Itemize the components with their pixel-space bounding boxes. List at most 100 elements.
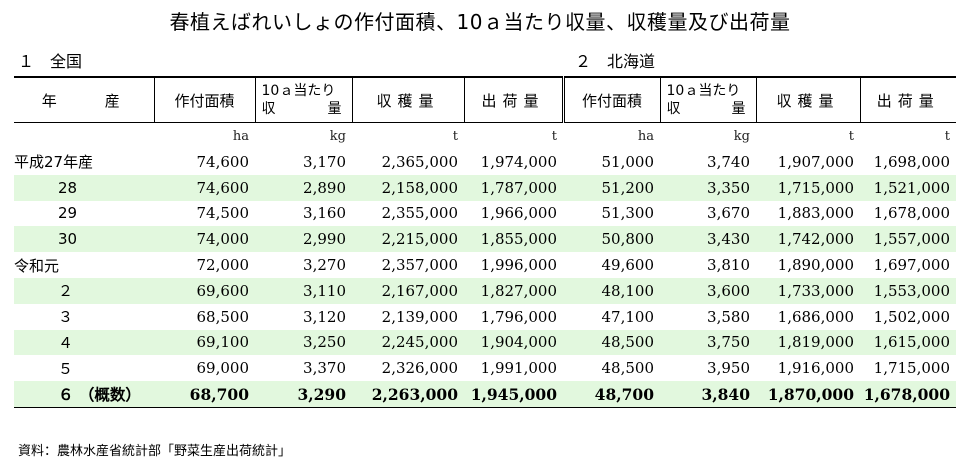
cell: 3,170 [303,152,346,171]
header-area-national: 作付面積 [153,77,255,123]
cell: 69,600 [154,277,255,304]
cell: 1,698,000 [873,152,950,171]
cell: 2,990 [255,226,352,253]
header-yield-line2b: 量 [327,101,342,117]
table-row: 平成27年産 74,600 3,170 2,365,000 1,974,000 … [14,149,956,175]
cell: 2,158,000 [352,174,464,201]
cell: 2,245,000 [352,329,464,356]
cell: 1,870,000 [756,381,860,408]
header-yield-line2a: 収 [666,101,681,117]
cell: 51,000 [601,152,655,171]
cell: 74,600 [154,174,255,201]
header-yield-hokkaido: 10ａ当たり 収 量 [659,77,756,123]
cell: 1,742,000 [756,226,860,253]
cell: 1,996,000 [480,256,557,275]
cell: 1,819,000 [756,329,860,356]
cell: 68,500 [196,307,250,326]
header-harvest-hokkaido: 収穫量 [755,77,860,123]
cell: 3,270 [303,256,346,275]
header-yield-line1: 10ａ当たり [666,83,741,99]
cell: 72,000 [196,256,250,275]
header-shipment-hokkaido: 出荷量 [859,77,956,123]
units-row: ha kg t t ha kg t t [14,123,956,150]
cell: 3,370 [303,359,346,378]
header-harvest-national: 収穫量 [351,77,464,123]
cell: 1,697,000 [873,256,950,275]
header-yield-line2a: 収 [261,101,276,117]
header-yield-line2b: 量 [731,101,746,117]
cell: 3,110 [255,277,352,304]
cell: 3,750 [660,329,756,356]
header-yield-line1: 10ａ当たり [261,83,336,99]
row-label: 29 [58,204,78,223]
row-label: ２ [14,277,154,304]
cell: 1,945,000 [464,381,563,408]
row-label: 令和元 [14,256,60,275]
cell: 3,350 [660,174,756,201]
cell: 2,357,000 [381,256,458,275]
source-note: 資料：農林水産省統計部「野菜生産出荷統計」 [18,444,292,459]
cell: 3,600 [660,277,756,304]
cell: 1,796,000 [480,307,557,326]
cell: 2,139,000 [381,307,458,326]
table-row: ２ 69,600 3,110 2,167,000 1,827,000 48,10… [14,277,956,304]
cell: 74,600 [196,152,250,171]
cell: 3,580 [707,307,750,326]
cell: 2,263,000 [352,381,464,408]
unit-cell: t [452,128,458,144]
unit-cell: kg [733,128,750,144]
cell: 1,715,000 [756,174,860,201]
cell: 1,890,000 [777,256,854,275]
row-label: ６ （概数） [14,381,154,408]
cell: 49,600 [601,256,655,275]
section-national-label: １ 全国 [18,52,83,71]
table-row: 28 74,600 2,890 2,158,000 1,787,000 51,2… [14,174,956,201]
table-row: ３ 68,500 3,120 2,139,000 1,796,000 47,10… [14,304,956,330]
cell: 3,810 [707,256,750,275]
cell: 2,326,000 [381,359,458,378]
unit-cell: t [551,128,557,144]
header-shipment-national: 出荷量 [463,77,563,123]
unit-cell: ha [637,128,654,144]
cell: 2,355,000 [381,204,458,223]
cell: 48,500 [601,359,655,378]
row-label: 平成27年産 [14,153,94,172]
cell: 3,670 [707,204,750,223]
row-label: 28 [14,174,154,201]
cell: 3,290 [255,381,352,408]
cell: 51,200 [563,174,660,201]
cell: 1,855,000 [464,226,563,253]
cell: 74,500 [196,204,250,223]
cell: 3,120 [303,307,346,326]
cell: 1,686,000 [777,307,854,326]
cell: 1,907,000 [777,152,854,171]
unit-cell: kg [329,128,346,144]
cell: 1,883,000 [777,204,854,223]
table-row: ５ 69,000 3,370 2,326,000 1,991,000 48,50… [14,355,956,381]
cell: 3,430 [660,226,756,253]
cell: 1,715,000 [873,359,950,378]
table-row-latest: ６ （概数） 68,700 3,290 2,263,000 1,945,000 … [14,381,956,408]
row-label: ５ [58,359,74,378]
row-label: 30 [14,226,154,253]
cell: 1,733,000 [756,277,860,304]
cell: 2,215,000 [352,226,464,253]
cell: 1,615,000 [860,329,956,356]
cell: 3,840 [660,381,756,408]
cell: 1,991,000 [480,359,557,378]
cell: 3,740 [707,152,750,171]
cell: 48,100 [563,277,660,304]
cell: 1,827,000 [464,277,563,304]
header-yield-national: 10ａ当たり 収 量 [254,77,352,123]
section-hokkaido-label: ２ 北海道 [575,52,656,71]
cell: 68,700 [154,381,255,408]
table-row: 令和元 72,000 3,270 2,357,000 1,996,000 49,… [14,252,956,278]
header-year: 年 産 [14,77,154,123]
row-label: ４ [14,329,154,356]
cell: 1,966,000 [480,204,557,223]
cell: 2,167,000 [352,277,464,304]
cell: 1,502,000 [873,307,950,326]
unit-cell: t [848,128,854,144]
header-row: 年 産 作付面積 10ａ当たり 収 量 収穫量 出荷量 作付面積 10ａ当たり 収… [14,77,956,123]
cell: 69,000 [196,359,250,378]
